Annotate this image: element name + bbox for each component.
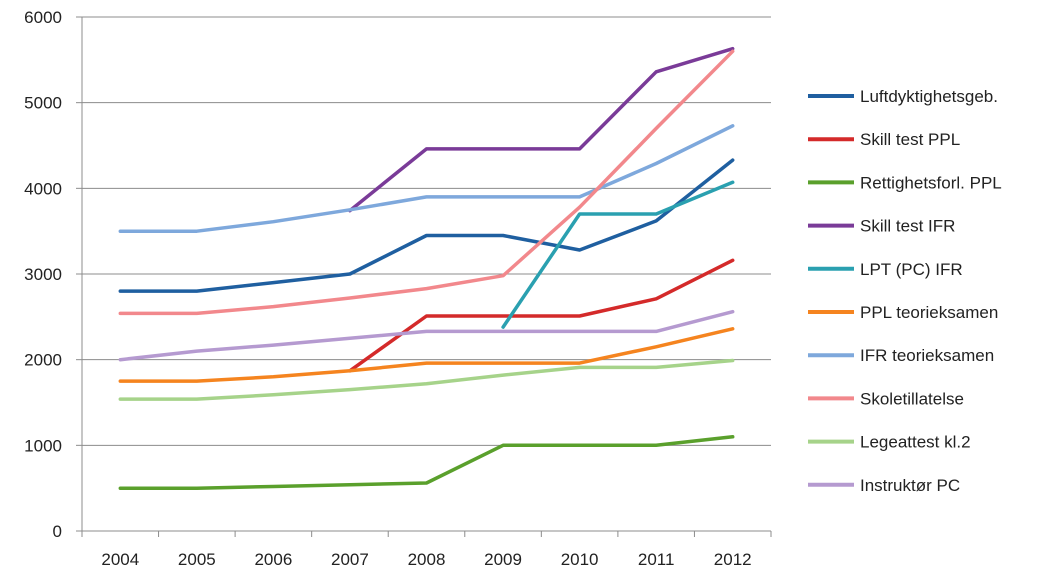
- legend-label-8: Legeattest kl.2: [860, 433, 971, 452]
- series-line-1: [348, 258, 735, 373]
- y-tick-label: 2000: [24, 351, 62, 370]
- series-line-6: [118, 124, 735, 233]
- series-line-4: [501, 180, 735, 329]
- series-line-7: [118, 49, 735, 316]
- legend-label-3: Skill test IFR: [860, 217, 955, 236]
- series-line-0: [118, 158, 735, 293]
- y-tick-label: 6000: [24, 8, 62, 27]
- x-tick-label: 2012: [714, 550, 752, 569]
- x-tick-label: 2008: [408, 550, 446, 569]
- y-tick-label: 4000: [24, 179, 62, 198]
- y-tick-label: 3000: [24, 265, 62, 284]
- series-line-8: [118, 358, 735, 401]
- x-tick-label: 2006: [254, 550, 292, 569]
- legend-label-5: PPL teorieksamen: [860, 303, 998, 322]
- x-tick-label: 2005: [178, 550, 216, 569]
- legend-label-2: Rettighetsforl. PPL: [860, 173, 1002, 192]
- legend-label-1: Skill test PPL: [860, 130, 960, 149]
- series-line-3: [348, 46, 735, 213]
- legend-label-7: Skoletillatelse: [860, 389, 964, 408]
- legend-label-9: Instruktør PC: [860, 476, 960, 495]
- x-tick-label: 2004: [101, 550, 139, 569]
- x-tick-label: 2009: [484, 550, 522, 569]
- y-tick-label: 0: [53, 522, 62, 541]
- y-tick-label: 5000: [24, 94, 62, 113]
- y-tick-label: 1000: [24, 436, 62, 455]
- series-line-9: [118, 309, 735, 362]
- x-tick-label: 2011: [638, 550, 675, 569]
- x-tick-label: 2010: [561, 550, 599, 569]
- legend-label-6: IFR teorieksamen: [860, 346, 994, 365]
- series-line-2: [118, 435, 735, 490]
- legend-label-4: LPT (PC) IFR: [860, 260, 963, 279]
- series-line-5: [118, 327, 735, 383]
- legend-label-0: Luftdyktighetsgeb.: [860, 87, 998, 106]
- x-tick-label: 2007: [331, 550, 369, 569]
